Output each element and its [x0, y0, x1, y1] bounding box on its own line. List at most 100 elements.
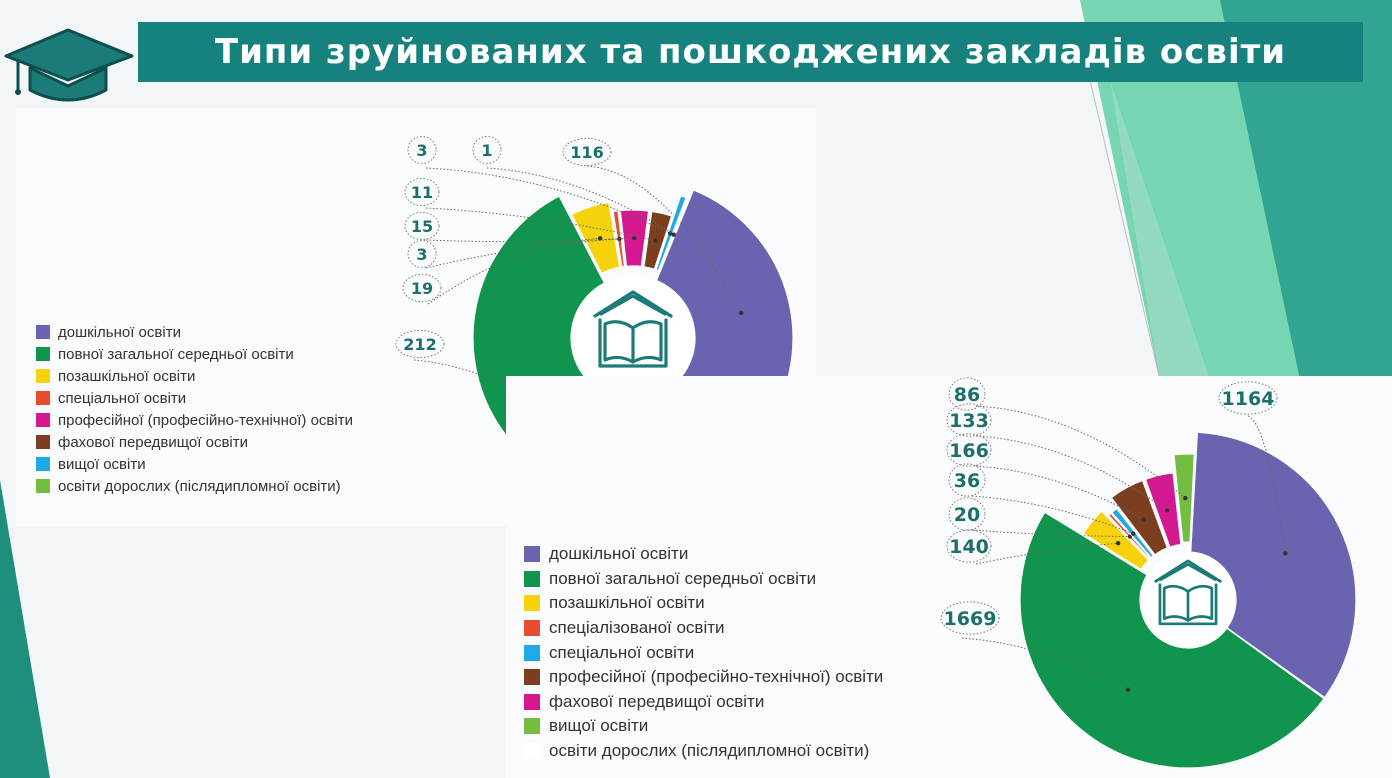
leader-dot	[1283, 551, 1288, 556]
legend-swatch	[524, 644, 540, 661]
donut-chart-2: 1164 1669 140 20 36 166 133 86	[940, 377, 1357, 769]
leader-dot	[1127, 534, 1133, 539]
chart-panel-2: 1164 1669 140 20 36 166 133 86 дошкільної освіт…	[506, 376, 1392, 778]
leader-line	[486, 167, 675, 236]
legend-label: спеціальної освіти	[549, 642, 695, 662]
chart-2-legend: дошкільної освіти повної загальної середн…	[524, 542, 883, 763]
label-bubble	[940, 601, 1000, 635]
leader-line	[975, 465, 1144, 520]
label-bubble	[1218, 381, 1278, 415]
leader-dot	[1183, 495, 1188, 501]
label-bubble	[395, 329, 445, 359]
data-label: 15	[411, 217, 433, 236]
graduation-cap-icon	[4, 28, 134, 102]
data-label: 3	[416, 141, 427, 160]
leader-line	[425, 207, 656, 242]
legend-swatch	[36, 325, 50, 339]
legend-label: повної загальної середньої освіти	[58, 345, 294, 363]
legend-item: спеціалізованої освіти	[524, 616, 883, 641]
legend-label: позашкільної освіти	[58, 367, 196, 385]
legend-item: вищої освіти	[36, 453, 353, 475]
data-label: 1164	[1222, 388, 1275, 410]
legend-item: позашкільної освіти	[524, 591, 883, 616]
legend-item: освіти дорослих (післядипломної освіти)	[36, 475, 353, 497]
label-bubble	[948, 463, 986, 497]
legend-item: освіти дорослих (післядипломної освіти)	[524, 739, 883, 764]
legend-item: вищої освіти	[524, 714, 883, 739]
legend-item: дошкільної освіти	[36, 321, 353, 343]
leader-line	[975, 435, 1168, 511]
data-label: 19	[411, 279, 433, 298]
page-title: Типи зруйнованих та пошкоджених закладів…	[214, 32, 1287, 72]
leader-dot	[1125, 687, 1131, 693]
data-label: 212	[403, 335, 436, 354]
legend-label: повної загальної середньої освіти	[549, 568, 817, 588]
data-label: 1	[481, 141, 492, 160]
data-label: 140	[949, 536, 989, 558]
legend-item: спеціальної освіти	[524, 640, 883, 665]
label-bubble	[946, 529, 992, 563]
data-label: 3	[416, 245, 427, 264]
legend-swatch	[36, 413, 50, 427]
leader-line	[425, 238, 620, 269]
legend-label: позашкільної освіти	[549, 593, 705, 613]
leader-dot	[1131, 531, 1136, 536]
legend-item: професійної (професійно-технічної) освіт…	[36, 409, 353, 431]
legend-item: професійної (професійно-технічної) освіт…	[524, 665, 883, 690]
label-bubble	[946, 433, 992, 467]
donut-slice	[1019, 511, 1325, 769]
donut-slice	[1110, 479, 1169, 556]
leader-line	[971, 529, 1130, 538]
label-bubble	[946, 403, 992, 437]
leader-line	[586, 165, 742, 314]
donut-slice	[570, 201, 621, 275]
legend-label: вищої освіти	[549, 716, 649, 736]
legend-swatch	[524, 693, 540, 710]
legend-swatch	[36, 391, 50, 405]
label-bubble	[948, 497, 986, 531]
legend-swatch	[524, 595, 540, 612]
data-label: 133	[949, 410, 989, 432]
leader-line	[425, 167, 671, 234]
legend-item: спеціальної освіти	[36, 387, 353, 409]
legend-label: професійної (професійно-технічної) освіт…	[549, 667, 884, 687]
label-bubble	[404, 177, 440, 207]
data-label: 36	[954, 470, 980, 492]
book-house-icon	[593, 290, 673, 368]
legend-swatch	[524, 718, 540, 735]
leader-dot	[653, 238, 658, 243]
title-bar: Типи зруйнованих та пошкоджених закладів…	[138, 22, 1363, 82]
legend-label: фахової передвищої освіти	[549, 691, 765, 711]
leader-line	[971, 495, 1134, 535]
label-bubble	[404, 211, 440, 241]
leader-dot	[631, 235, 637, 241]
legend-swatch	[524, 570, 540, 587]
leader-line	[1247, 415, 1286, 554]
leader-dot	[1141, 517, 1146, 522]
legend-swatch	[36, 435, 50, 449]
legend-swatch	[524, 669, 540, 686]
donut-slice	[643, 210, 673, 271]
data-label: 20	[954, 504, 980, 526]
donut-slice	[1082, 510, 1150, 571]
chart-1-legend: дошкільної освіти повної загальної середн…	[36, 321, 353, 497]
legend-item: позашкільної освіти	[36, 365, 353, 387]
legend-label: дошкільної освіти	[549, 544, 689, 564]
leader-dot	[668, 231, 673, 236]
legend-swatch	[36, 369, 50, 383]
label-bubble	[948, 377, 986, 411]
book-house-icon	[1154, 559, 1222, 626]
legend-label: освіти дорослих (післядипломної освіти)	[549, 741, 870, 761]
label-bubble	[562, 137, 612, 167]
leader-dot	[738, 310, 744, 316]
legend-swatch	[36, 457, 50, 471]
label-bubble	[407, 239, 437, 269]
legend-label: спеціальної освіти	[58, 389, 187, 407]
legend-item: повної загальної середньої освіти	[524, 567, 883, 592]
legend-item: фахової передвищої освіти	[524, 690, 883, 715]
legend-swatch	[524, 620, 540, 637]
data-label: 116	[570, 143, 603, 162]
leader-line	[961, 637, 1129, 691]
legend-swatch	[524, 743, 540, 760]
leader-dot	[1115, 541, 1121, 546]
